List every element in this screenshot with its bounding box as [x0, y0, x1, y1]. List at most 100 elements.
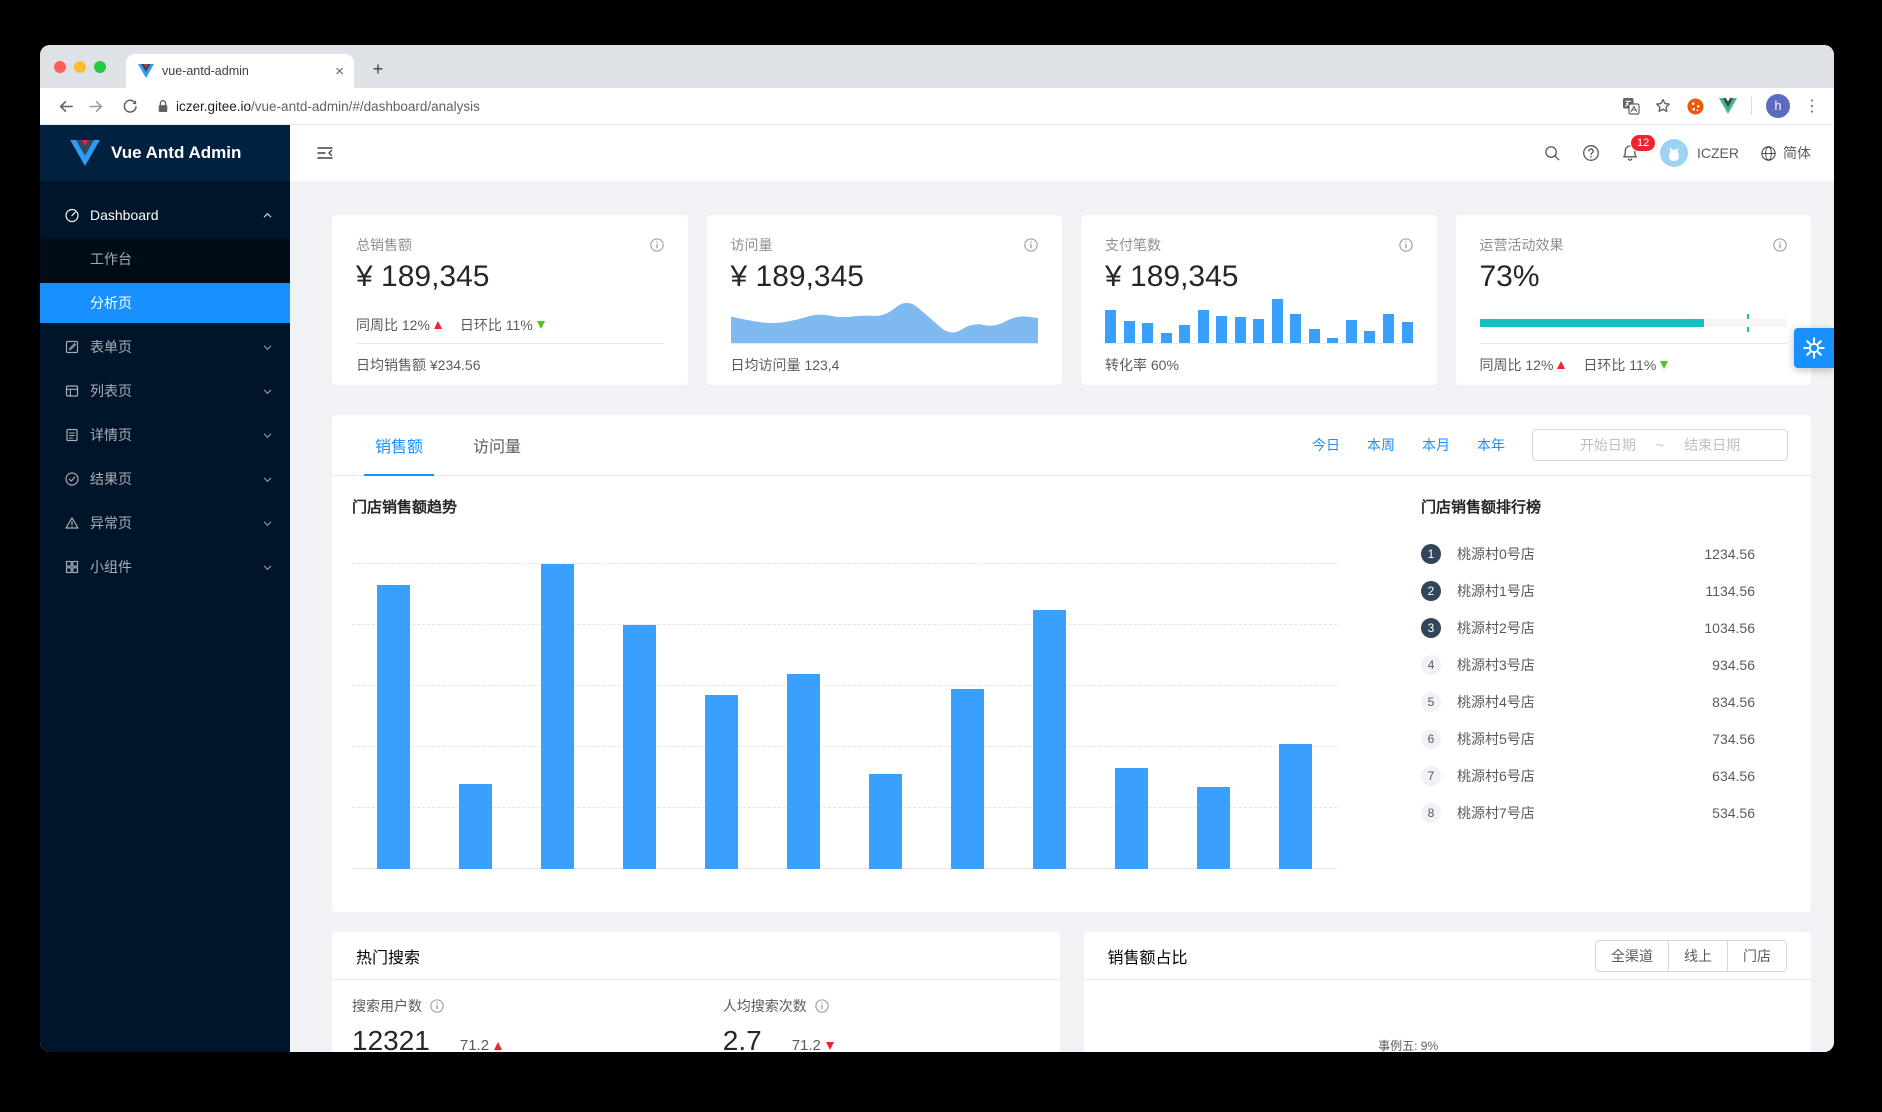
sidebar-item-forms[interactable]: 表单页: [40, 327, 290, 367]
sales-ratio-title: 销售额占比: [1107, 949, 1188, 967]
sidebar-menu: Dashboard 工作台 分析页: [40, 181, 290, 591]
store-value: 1034.56: [1704, 619, 1755, 636]
store-value: 834.56: [1712, 693, 1755, 710]
store-value: 534.56: [1712, 804, 1755, 821]
bar: [376, 585, 410, 869]
hot-search-card: 热门搜索 搜索用户数 12: [332, 932, 1060, 1052]
bar: [1216, 315, 1228, 343]
tab-sales[interactable]: 销售额: [363, 415, 435, 476]
range-today-link[interactable]: 今日: [1312, 437, 1340, 453]
stat-card-footer: 日均销售额 ¥234.56: [356, 356, 481, 373]
info-icon[interactable]: [815, 999, 829, 1013]
caret-up-icon: [494, 1041, 503, 1050]
language-switcher[interactable]: 简体: [1760, 143, 1811, 163]
info-icon[interactable]: [1024, 238, 1038, 252]
rank-badge: 4: [1421, 654, 1441, 675]
gridline: [352, 746, 1337, 747]
back-icon[interactable]: [54, 98, 74, 115]
channel-store-button[interactable]: 门店: [1727, 939, 1787, 972]
date-range-picker[interactable]: 开始日期 ~ 结束日期: [1532, 429, 1788, 461]
ssl-lock-icon[interactable]: [157, 99, 169, 113]
main-area: 12 ICZER 简体: [290, 125, 1834, 1052]
bar: [1253, 318, 1265, 343]
browser-profile-avatar[interactable]: h: [1766, 94, 1790, 118]
range-month-link[interactable]: 本月: [1422, 437, 1450, 453]
settings-drawer-button[interactable]: [1794, 328, 1834, 368]
user-avatar: [1660, 139, 1688, 167]
menu-fold-icon[interactable]: [316, 144, 334, 162]
chevron-down-icon: [262, 562, 273, 573]
info-icon[interactable]: [430, 999, 444, 1013]
help-icon[interactable]: [1582, 144, 1600, 162]
stat-card-total-sales: 总销售额 ¥ 189,345 同周比 12% 日环比 11%: [332, 215, 688, 385]
channel-button-group: 全渠道 线上 门店: [1595, 939, 1787, 972]
translate-icon[interactable]: [1622, 97, 1640, 115]
extension-icon[interactable]: [1686, 97, 1705, 116]
bell-icon[interactable]: 12: [1621, 134, 1657, 162]
sidebar-item-results[interactable]: 结果页: [40, 459, 290, 499]
browser-menu-icon[interactable]: ⋮: [1804, 98, 1820, 115]
hot-search-title: 热门搜索: [356, 949, 421, 967]
sidebar-item-widgets[interactable]: 小组件: [40, 547, 290, 587]
sidebar-item-workbench[interactable]: 工作台: [40, 239, 290, 279]
sales-panel: 销售额 访问量 今日 本周 本月 本年 开始日期 ~ 结束日期: [332, 415, 1811, 912]
info-icon[interactable]: [1773, 238, 1787, 252]
bookmark-star-icon[interactable]: [1654, 97, 1672, 115]
info-icon[interactable]: [649, 238, 664, 252]
sidebar-item-label: 小组件: [90, 559, 132, 575]
tab-visits[interactable]: 访问量: [473, 439, 522, 456]
forward-icon[interactable]: [87, 98, 107, 115]
app-logo[interactable]: Vue Antd Admin: [40, 125, 290, 181]
stat-card-title: 支付笔数: [1105, 237, 1161, 253]
bar: [1197, 786, 1231, 869]
x-axis-line: [352, 868, 1337, 869]
chevron-up-icon: [262, 210, 273, 221]
appstore-icon: [64, 559, 80, 575]
store-name: 桃源村3号店: [1457, 656, 1535, 673]
bar: [1279, 743, 1313, 869]
sidebar-item-exceptions[interactable]: 异常页: [40, 503, 290, 543]
activity-progress: [1479, 314, 1787, 343]
chevron-down-icon: [262, 518, 273, 529]
stat-card-activity: 运营活动效果 73%: [1455, 215, 1811, 385]
ranking-row: 6 桃源村5号店 734.56: [1421, 720, 1755, 757]
store-name: 桃源村0号店: [1457, 545, 1535, 562]
bar: [1179, 324, 1191, 343]
reload-icon[interactable]: [120, 98, 140, 114]
caret-up-icon: [433, 321, 442, 329]
sidebar-item-analysis[interactable]: 分析页: [40, 283, 290, 323]
user-menu[interactable]: ICZER: [1660, 139, 1739, 167]
bar: [1271, 299, 1283, 343]
toolbar-divider: [1751, 97, 1752, 115]
stat-card-footer: 转化率 60%: [1105, 356, 1179, 373]
range-week-link[interactable]: 本周: [1367, 437, 1395, 453]
ranking-list: 1 桃源村0号店 1234.56 2 桃源村1号店 1134.56 3 桃源村2号店 1034.…: [1421, 535, 1755, 831]
search-icon[interactable]: [1544, 145, 1561, 162]
payments-mini-bar-chart: [1105, 299, 1413, 343]
tab-close-icon[interactable]: ×: [335, 62, 344, 80]
browser-tab[interactable]: vue-antd-admin ×: [126, 54, 354, 88]
sidebar-item-details[interactable]: 详情页: [40, 415, 290, 455]
bar: [869, 774, 902, 869]
close-window-button[interactable]: [54, 60, 66, 73]
gridline: [352, 807, 1337, 808]
store-value: 734.56: [1712, 730, 1755, 747]
channel-online-button[interactable]: 线上: [1668, 939, 1728, 972]
maximize-window-button[interactable]: [94, 60, 106, 73]
channel-all-button[interactable]: 全渠道: [1595, 939, 1669, 972]
address-bar[interactable]: iczer.gitee.io/vue-antd-admin/#/dashboar…: [153, 99, 1622, 114]
new-tab-button[interactable]: +: [372, 58, 384, 79]
sidebar-item-dashboard[interactable]: Dashboard: [40, 195, 290, 235]
info-icon[interactable]: [1398, 238, 1413, 252]
minimize-window-button[interactable]: [74, 60, 86, 73]
stat-card-title: 总销售额: [356, 237, 412, 253]
store-value: 1234.56: [1704, 545, 1755, 562]
gridline: [352, 563, 1337, 564]
sidebar-item-lists[interactable]: 列表页: [40, 371, 290, 411]
bar: [1345, 320, 1357, 343]
sidebar-item-label: 列表页: [90, 383, 132, 399]
vue-devtools-icon[interactable]: [1719, 98, 1737, 114]
range-year-link[interactable]: 本年: [1477, 437, 1505, 453]
rank-badge: 8: [1421, 802, 1441, 823]
stat-card-value: ¥ 189,345: [730, 260, 864, 293]
